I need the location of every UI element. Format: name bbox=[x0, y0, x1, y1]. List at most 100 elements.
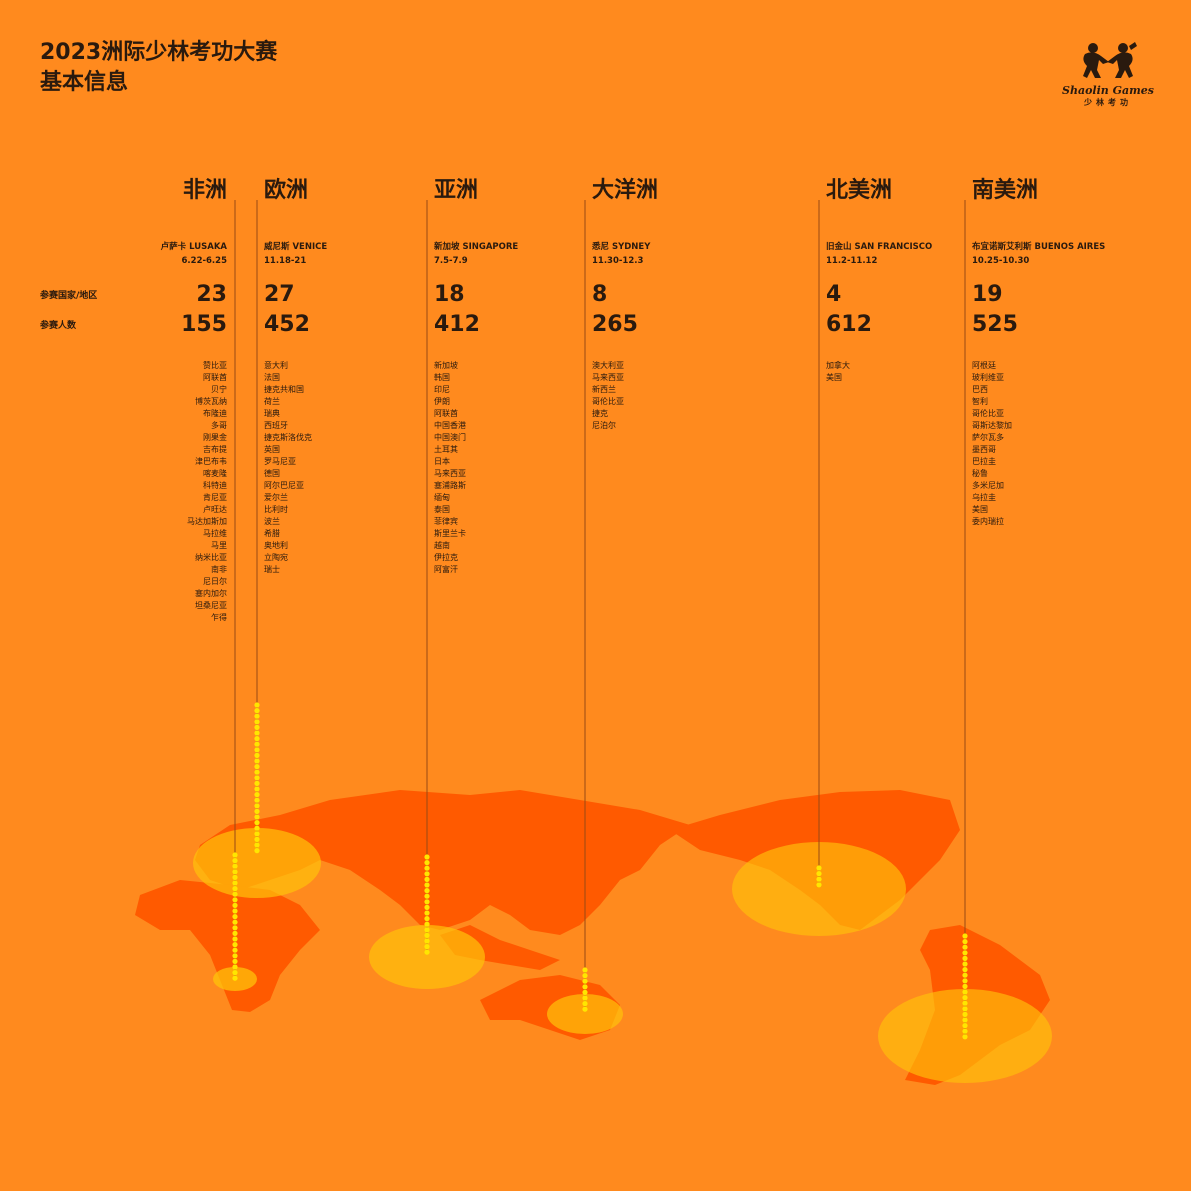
list-item: 西班牙 bbox=[264, 421, 288, 430]
country-dot-europe bbox=[254, 736, 260, 742]
list-item: 哥伦比亚 bbox=[972, 409, 1004, 418]
country-dot-asia bbox=[424, 854, 430, 860]
list-item: 刚果金 bbox=[203, 433, 227, 442]
country-dot-europe bbox=[254, 786, 260, 792]
page-title: 2023洲际少林考功大赛 基本信息 bbox=[40, 38, 277, 98]
host-city: 布宜诺斯艾利斯 BUENOS AIRES bbox=[972, 242, 1106, 252]
participant-count: 412 bbox=[434, 312, 480, 337]
country-dot-europe bbox=[254, 836, 260, 843]
country-dot-south-america bbox=[962, 983, 968, 990]
list-item: 美国 bbox=[972, 505, 988, 514]
host-city: 旧金山 SAN FRANCISCO bbox=[826, 242, 933, 252]
list-item: 波兰 bbox=[264, 517, 280, 526]
list-item: 意大利 bbox=[264, 361, 288, 370]
list-item: 爱尔兰 bbox=[264, 493, 288, 502]
country-dot-asia bbox=[424, 916, 430, 922]
country-dot-asia bbox=[424, 921, 430, 927]
country-dot-europe bbox=[254, 713, 260, 719]
list-item: 缅甸 bbox=[434, 493, 450, 502]
country-dot-south-america bbox=[962, 972, 968, 978]
list-item: 巴西 bbox=[972, 385, 988, 394]
list-item: 巴拉圭 bbox=[972, 457, 996, 466]
list-item: 赞比亚 bbox=[203, 361, 227, 370]
country-list: 意大利 法国 捷克共和国 荷兰 瑞典 西班牙 捷克斯洛伐克 英国 罗马尼亚 德国 阿尔巴尼亚 爱尔兰比… bbox=[264, 360, 312, 576]
list-item: 墨西哥 bbox=[972, 445, 996, 454]
country-dot-europe bbox=[254, 724, 260, 731]
list-item: 菲律宾 bbox=[434, 517, 458, 526]
highlight-singapore bbox=[369, 925, 485, 989]
country-dot-europe bbox=[254, 752, 260, 759]
list-item: 斯里兰卡 bbox=[434, 529, 466, 538]
country-dot-europe bbox=[254, 808, 260, 815]
highlight-venice bbox=[193, 828, 321, 898]
list-item: 秘鲁 bbox=[972, 469, 988, 478]
continent-column-asia: 亚洲 新加坡 SINGAPORE 7.5-7.9 18 412 新加坡 韩国 印尼伊… bbox=[434, 172, 634, 574]
country-dot-africa bbox=[232, 930, 238, 937]
country-dot-africa bbox=[232, 863, 238, 869]
list-item: 比利时 bbox=[264, 505, 288, 514]
event-date: 7.5-7.9 bbox=[434, 256, 468, 266]
country-dot-europe bbox=[254, 803, 260, 809]
country-dot-africa bbox=[232, 886, 238, 892]
country-dot-south-america bbox=[962, 961, 968, 967]
country-dot-north-america bbox=[816, 865, 822, 871]
country-count: 23 bbox=[196, 282, 227, 307]
list-item: 吉布提 bbox=[203, 445, 227, 454]
list-item: 哥伦比亚 bbox=[592, 397, 624, 406]
list-item: 乍得 bbox=[211, 613, 227, 622]
country-list: 新加坡 韩国 印尼 伊朗 阿联酋 中国香港 中国澳门 土耳其 日本 马来西亚 塞浦路斯 缅甸 泰国 菲律宾… bbox=[434, 360, 466, 576]
list-item: 委内瑞拉 bbox=[972, 517, 1004, 526]
list-item: 越南 bbox=[434, 541, 450, 550]
country-dot-south-america bbox=[962, 1017, 968, 1023]
list-item: 新加坡 bbox=[434, 361, 458, 370]
country-dot-africa bbox=[232, 858, 238, 864]
country-dot-europe bbox=[254, 780, 260, 787]
country-dot-south-america bbox=[962, 978, 968, 984]
country-list: 加拿大 美国 bbox=[826, 360, 850, 384]
list-item: 奥地利 bbox=[264, 541, 288, 550]
event-date: 11.2-11.12 bbox=[826, 256, 878, 266]
country-dot-europe bbox=[254, 758, 260, 764]
country-dot-south-america bbox=[962, 933, 968, 939]
country-count: 8 bbox=[592, 282, 608, 307]
country-list: 澳大利亚 马来西亚 新西兰 哥伦比亚 捷克 尼泊尔 bbox=[592, 360, 624, 432]
country-dot-africa bbox=[232, 874, 238, 881]
list-item: 尼泊尔 bbox=[592, 421, 616, 430]
list-item: 荷兰 bbox=[264, 397, 280, 406]
list-item: 马来西亚 bbox=[434, 469, 466, 478]
list-item: 法国 bbox=[264, 373, 280, 382]
country-dot-europe bbox=[254, 702, 260, 708]
country-dot-europe bbox=[254, 747, 260, 753]
country-dot-north-america bbox=[816, 871, 822, 877]
list-item: 泰国 bbox=[434, 505, 450, 514]
continent-column-south-america: 南美洲 布宜诺斯艾利斯 BUENOS AIRES 10.25-10.30 19 … bbox=[972, 172, 1172, 526]
connector-lines bbox=[234, 200, 966, 1037]
country-dots bbox=[232, 702, 968, 1040]
continent-column-north-america: 北美洲 旧金山 SAN FRANCISCO 11.2-11.12 4 612 加… bbox=[826, 172, 1026, 382]
country-dot-africa bbox=[232, 902, 238, 909]
country-dot-south-america bbox=[962, 1006, 968, 1012]
logo-text-en: Shaolin Games bbox=[1062, 84, 1154, 97]
country-list: 赞比亚 阿联酋 贝宁 博茨瓦纳 布隆迪 多哥 刚果金 吉布提 津巴布韦 喀麦隆 科特迪 肯尼亚 卢旺达马… bbox=[187, 360, 227, 624]
list-item: 塞内加尔 bbox=[195, 589, 227, 598]
list-item: 萨尔瓦多 bbox=[972, 433, 1004, 442]
country-dot-africa bbox=[232, 947, 238, 953]
country-dot-asia bbox=[424, 949, 430, 955]
host-city: 悉尼 SYDNEY bbox=[592, 242, 651, 252]
list-item: 马来西亚 bbox=[592, 373, 624, 382]
country-dot-africa bbox=[232, 919, 238, 925]
list-item: 塞浦路斯 bbox=[434, 481, 466, 490]
country-dot-asia bbox=[424, 927, 430, 933]
continent-name: 欧洲 bbox=[264, 178, 309, 203]
country-dot-north-america bbox=[816, 876, 822, 882]
country-dot-africa bbox=[232, 914, 238, 920]
country-dot-europe bbox=[254, 719, 260, 725]
country-count: 27 bbox=[264, 282, 295, 307]
shaolin-games-logo: Shaolin Games 少林考功 bbox=[1062, 40, 1154, 108]
list-item: 科特迪 bbox=[203, 481, 227, 490]
country-dot-africa bbox=[232, 975, 238, 981]
list-item: 津巴布韦 bbox=[195, 457, 227, 466]
country-dot-asia bbox=[424, 860, 430, 866]
country-dot-north-america bbox=[816, 882, 822, 888]
